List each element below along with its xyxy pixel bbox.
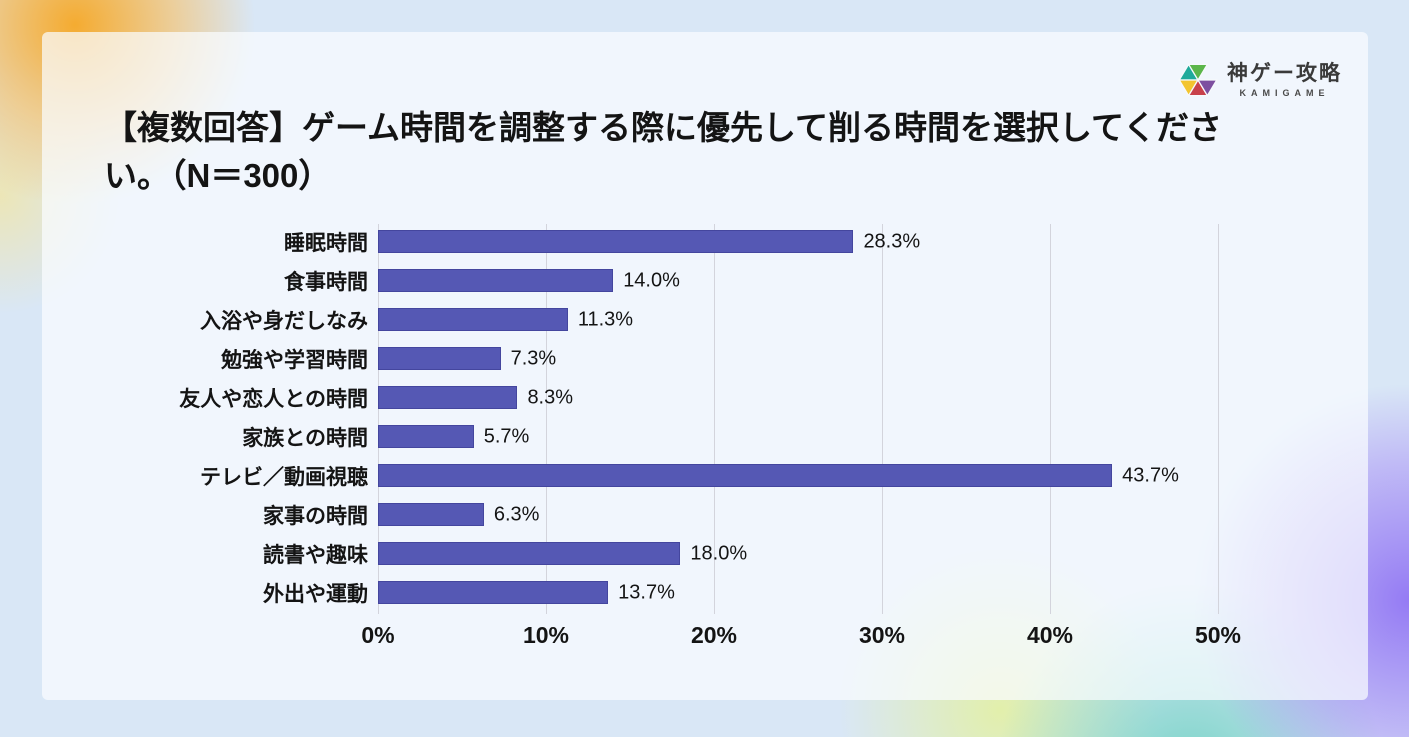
x-axis-tick: 30% — [858, 622, 906, 648]
bar — [378, 425, 474, 448]
bar — [378, 308, 568, 331]
survey-title-line1: 【複数回答】ゲーム時間を調整する際に優先して削る時間を選択してくださ — [104, 109, 1223, 146]
bar-chart: 睡眠時間 28.3% 食事時間 14.0% 入浴や身だしなみ 11.3% 勉強や学習時間 7.… — [42, 222, 1368, 654]
logo-triangle-purple — [1196, 79, 1218, 97]
category-label: 家事の時間 — [263, 504, 368, 528]
bar — [378, 464, 1113, 487]
value-label: 11.3% — [577, 308, 634, 330]
bar-row: 外出や運動 13.7% — [42, 573, 1368, 612]
bar-track: 14.0% — [378, 269, 1218, 292]
value-label: 5.7% — [483, 425, 530, 447]
bar-row: 入浴や身だしなみ 11.3% — [42, 300, 1368, 339]
bar-row: 家族との時間 5.7% — [42, 417, 1368, 456]
category-label: 食事時間 — [284, 270, 368, 294]
bar-track: 13.7% — [378, 581, 1218, 604]
bar — [378, 581, 609, 604]
x-axis-tick: 0% — [361, 622, 395, 648]
plot-area: 睡眠時間 28.3% 食事時間 14.0% 入浴や身だしなみ 11.3% 勉強や学習時間 7.… — [42, 222, 1368, 614]
bar — [378, 542, 681, 565]
bar-track: 8.3% — [378, 386, 1218, 409]
bar-track: 6.3% — [378, 503, 1218, 526]
bar-track: 7.3% — [378, 347, 1218, 370]
x-axis-tick: 10% — [522, 622, 570, 648]
x-axis-tick: 40% — [1026, 622, 1074, 648]
bar-track: 28.3% — [378, 230, 1218, 253]
survey-card: 神ゲー攻略 KAMIGAME 【複数回答】ゲーム時間を調整する際に優先して削る時… — [42, 32, 1368, 700]
bar-row: 読書や趣味 18.0% — [42, 534, 1368, 573]
logo-text-block: 神ゲー攻略 KAMIGAME — [1227, 62, 1342, 98]
bar-row: 家事の時間 6.3% — [42, 495, 1368, 534]
value-label: 8.3% — [527, 386, 574, 408]
kamigame-logo-icon — [1178, 63, 1218, 97]
x-axis: 0% 10% 20% 30% 40% 50% — [361, 612, 1241, 654]
bar-row: 勉強や学習時間 7.3% — [42, 339, 1368, 378]
chart-rows: 睡眠時間 28.3% 食事時間 14.0% 入浴や身だしなみ 11.3% 勉強や学習時間 7.… — [42, 222, 1368, 612]
category-label: 家族との時間 — [242, 426, 368, 450]
bar-row: 食事時間 14.0% — [42, 261, 1368, 300]
category-label: 睡眠時間 — [284, 231, 368, 255]
kamigame-logo: 神ゲー攻略 KAMIGAME — [1177, 60, 1342, 100]
bar — [378, 230, 854, 253]
value-label: 18.0% — [690, 542, 748, 564]
value-label: 43.7% — [1122, 464, 1179, 486]
value-label: 6.3% — [493, 503, 540, 525]
bar — [378, 347, 501, 370]
bar-row: テレビ／動画視聴 43.7% — [42, 456, 1368, 495]
category-label: 友人や恋人との時間 — [179, 387, 368, 411]
bar — [378, 386, 518, 409]
category-label: テレビ／動画視聴 — [200, 465, 368, 489]
survey-title: 【複数回答】ゲーム時間を調整する際に優先して削る時間を選択してくださ い。（N＝… — [104, 104, 1294, 200]
bar-track: 18.0% — [378, 542, 1218, 565]
category-label: 読書や趣味 — [263, 543, 368, 567]
value-label: 14.0% — [623, 269, 680, 291]
bar-track: 11.3% — [378, 308, 1218, 331]
bar — [378, 503, 484, 526]
bar-track: 5.7% — [378, 425, 1218, 448]
bar-row: 睡眠時間 28.3% — [42, 222, 1368, 261]
category-label: 勉強や学習時間 — [221, 348, 368, 372]
survey-title-line2: い。（N＝300） — [104, 156, 332, 194]
value-label: 7.3% — [510, 347, 557, 369]
value-label: 28.3% — [863, 230, 921, 252]
logo-triangle-green — [1187, 63, 1209, 82]
bar-track: 43.7% — [378, 464, 1218, 487]
logo-name: 神ゲー攻略 — [1227, 61, 1342, 85]
category-label: 入浴や身だしなみ — [200, 309, 368, 333]
x-axis-tick: 20% — [690, 622, 738, 648]
x-axis-tick: 50% — [1194, 622, 1242, 648]
logo-subtitle: KAMIGAME — [1239, 88, 1330, 99]
category-label: 外出や運動 — [263, 582, 368, 606]
bar-row: 友人や恋人との時間 8.3% — [42, 378, 1368, 417]
value-label: 13.7% — [618, 581, 675, 603]
bar — [378, 269, 614, 292]
